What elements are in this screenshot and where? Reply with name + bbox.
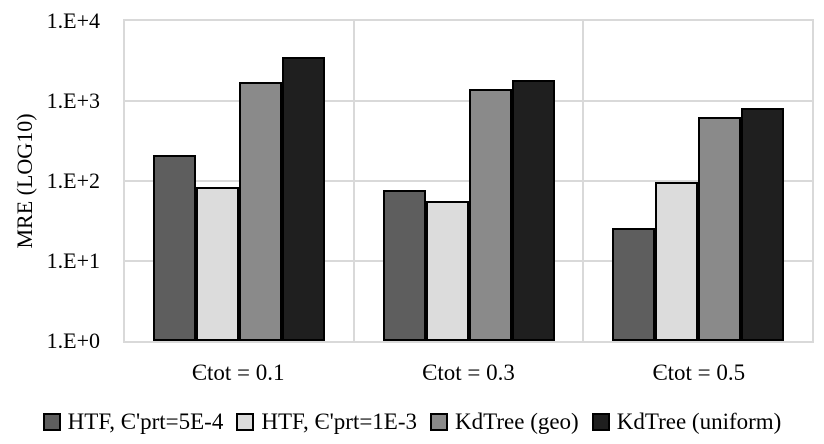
bar bbox=[741, 108, 785, 341]
y-tick-label: 1.E+0 bbox=[46, 328, 100, 353]
bar bbox=[281, 57, 325, 341]
legend-label: HTF, Є'prt=5E-4 bbox=[67, 409, 224, 434]
bar bbox=[238, 81, 282, 341]
legend-swatch-icon bbox=[430, 413, 449, 431]
bar bbox=[382, 189, 426, 341]
legend-item: HTF, Є'prt=5E-4 bbox=[42, 409, 224, 435]
legend-label: HTF, Є'prt=1E-3 bbox=[261, 409, 418, 434]
legend-swatch-icon bbox=[42, 413, 61, 431]
chart-group bbox=[352, 21, 583, 341]
bar bbox=[468, 89, 512, 341]
legend-swatch-icon bbox=[236, 413, 255, 431]
bar bbox=[655, 182, 699, 341]
y-tick-label: 1.E+4 bbox=[46, 8, 100, 33]
legend-swatch-icon bbox=[591, 413, 610, 431]
bar bbox=[152, 155, 196, 341]
bar bbox=[425, 201, 469, 341]
bar bbox=[195, 186, 239, 341]
legend-label: KdTree (uniform) bbox=[616, 409, 782, 434]
chart-group bbox=[582, 21, 812, 341]
chart-group bbox=[125, 21, 353, 341]
bar bbox=[698, 117, 742, 341]
x-category-label: Єtot = 0.1 bbox=[191, 360, 285, 385]
legend-item: KdTree (geo) bbox=[430, 409, 579, 435]
y-tick-label: 1.E+1 bbox=[46, 248, 100, 273]
legend-item: HTF, Є'prt=1E-3 bbox=[236, 409, 417, 435]
bar bbox=[612, 227, 656, 341]
plot-area bbox=[123, 19, 814, 343]
y-tick-label: 1.E+2 bbox=[46, 168, 100, 193]
bar bbox=[511, 79, 555, 341]
legend-item: KdTree (uniform) bbox=[591, 409, 782, 435]
legend: HTF, Є'prt=5E-4 HTF, Є'prt=1E-3 KdTree (ge… bbox=[0, 406, 824, 438]
x-category-label: Єtot = 0.3 bbox=[422, 360, 515, 385]
y-tick-label: 1.E+3 bbox=[46, 88, 100, 113]
x-category-label: Єtot = 0.5 bbox=[652, 360, 746, 385]
legend-label: KdTree (geo) bbox=[455, 409, 579, 434]
